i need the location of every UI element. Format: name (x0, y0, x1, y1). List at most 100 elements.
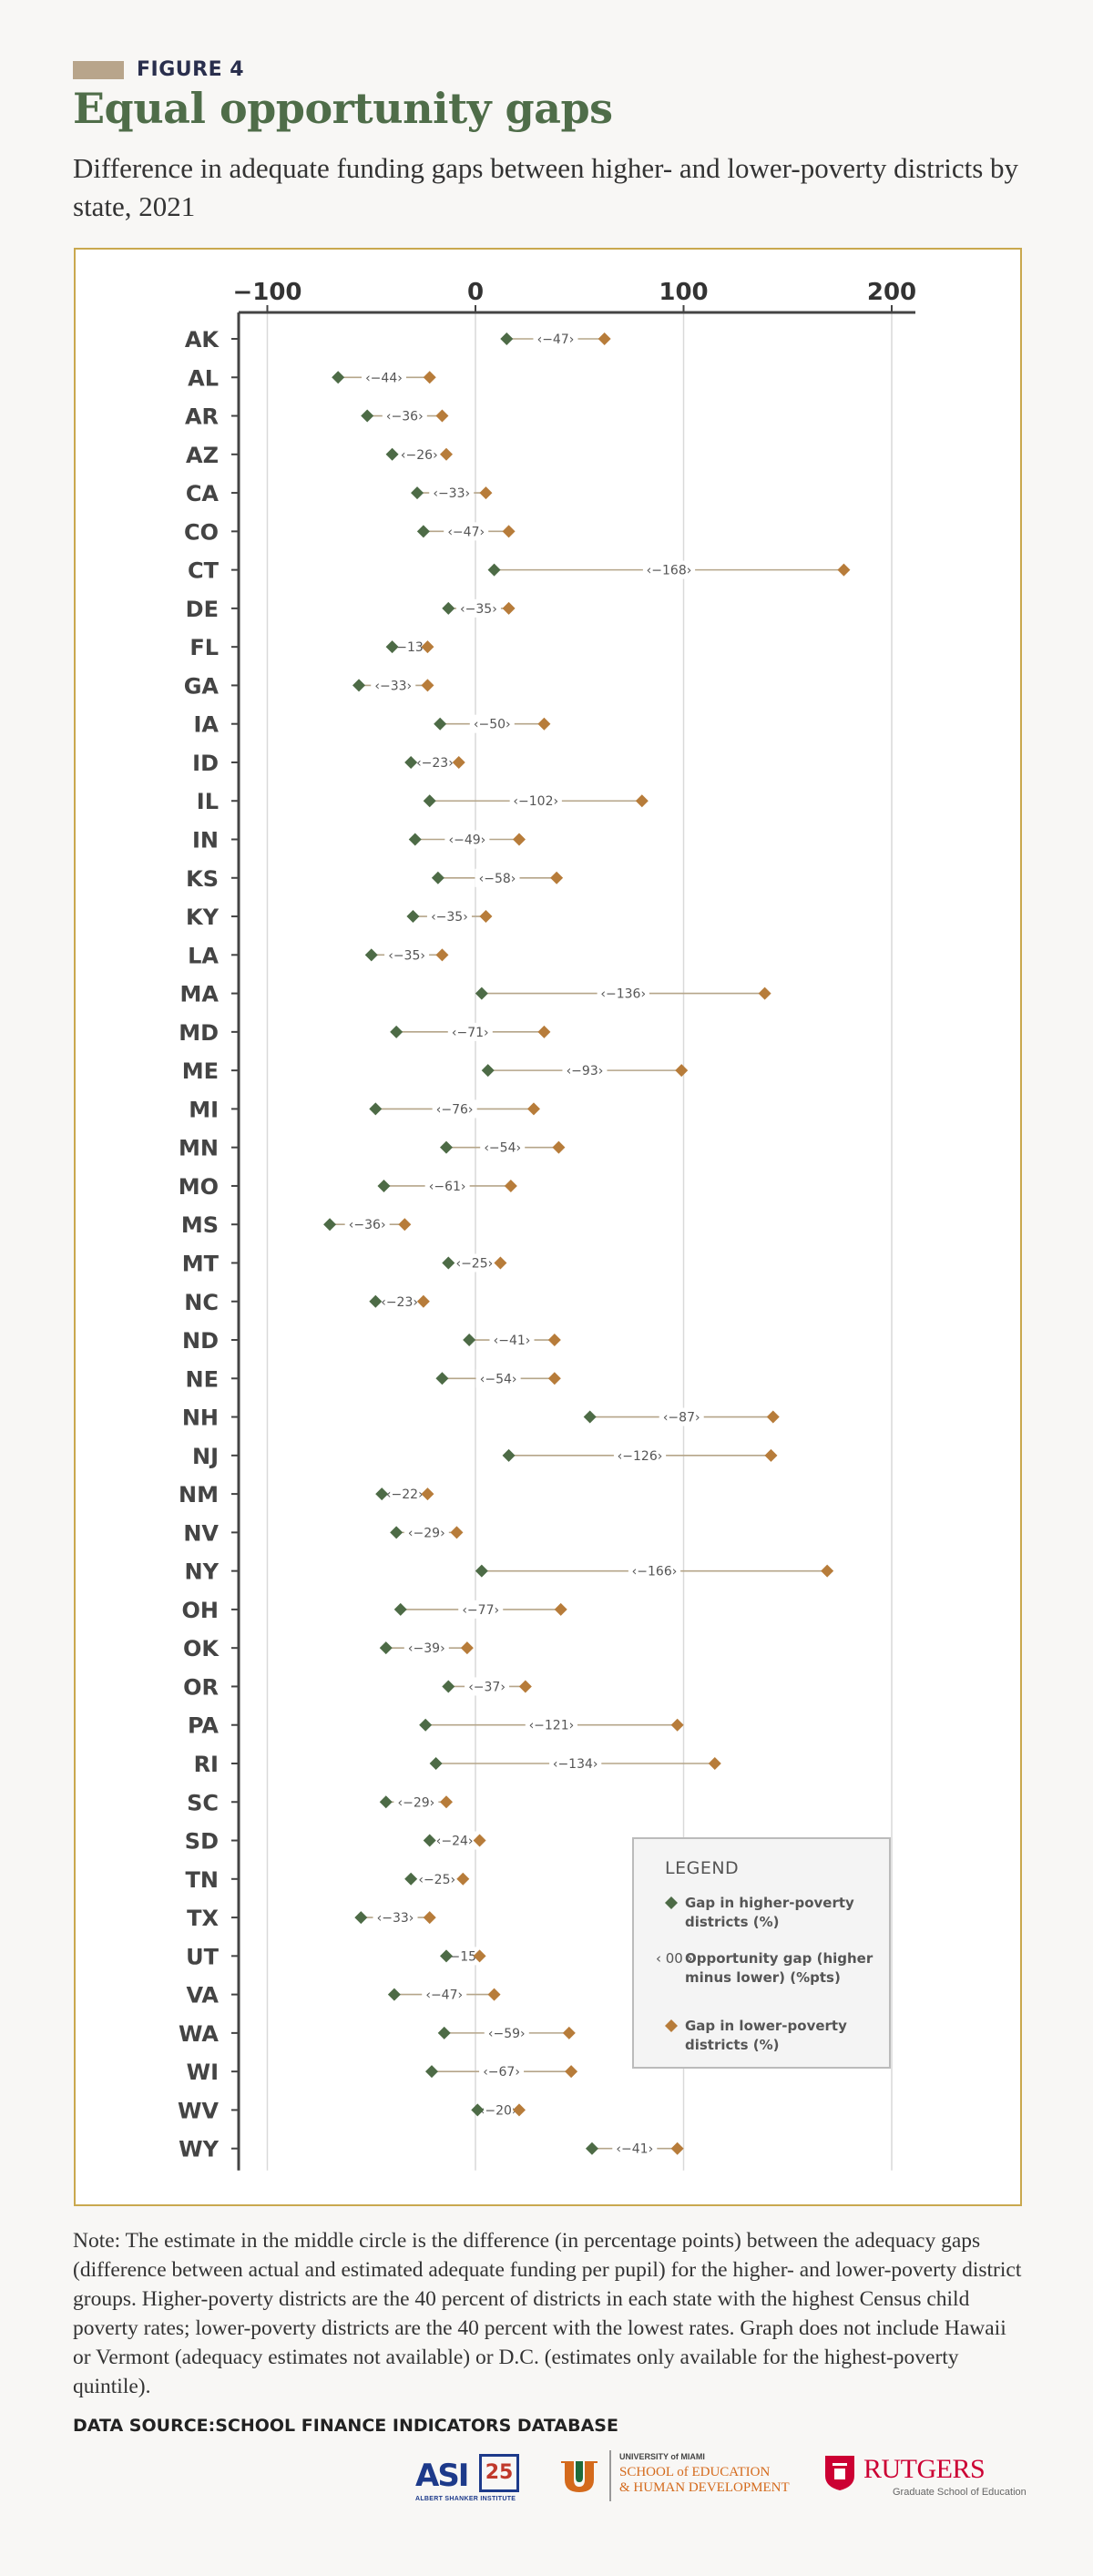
gap-label-bg (549, 1753, 602, 1773)
higher-poverty-point (442, 601, 455, 615)
higher-poverty-point (440, 1949, 454, 1963)
gap-label-bg (396, 445, 442, 464)
lower-poverty-point (512, 2103, 526, 2117)
state-label: WY (179, 2137, 219, 2162)
state-label: NH (182, 1406, 219, 1431)
state-label: WI (187, 2060, 219, 2085)
higher-poverty-point (375, 1487, 389, 1501)
lower-poverty-point (502, 525, 516, 538)
state-label: ID (192, 751, 219, 776)
higher-poverty-point (332, 371, 345, 384)
gap-label: ‹−102› (513, 794, 558, 809)
gap-label: ‹−58› (479, 872, 516, 886)
state-label: IL (197, 789, 219, 814)
lower-poverty-point (421, 1487, 434, 1501)
gap-label-bg (426, 907, 472, 926)
asi-anniversary-number: 25 (479, 2454, 519, 2492)
gap-label-bg (371, 676, 416, 695)
gap-label-bg (642, 560, 696, 579)
state-label: ND (182, 1328, 219, 1354)
higher-poverty-point (385, 447, 399, 461)
gap-label-bg (344, 1215, 390, 1234)
higher-poverty-point (411, 486, 424, 500)
higher-poverty-point (387, 1988, 401, 2001)
higher-poverty-point (408, 833, 422, 846)
lower-poverty-point (675, 1064, 689, 1078)
state-label: OH (182, 1598, 220, 1623)
gap-label: ‹−54› (484, 1141, 521, 1156)
lower-poverty-point (758, 986, 771, 1000)
gap-label-bg (613, 1446, 667, 1465)
lower-poverty-point (487, 1988, 501, 2001)
higher-poverty-point (406, 910, 420, 924)
higher-poverty-point (425, 2065, 439, 2079)
higher-poverty-point (429, 1756, 443, 1770)
gap-label: ‹−76› (436, 1102, 474, 1117)
lower-poverty-point (494, 1256, 507, 1270)
legend-lower-label: Gap in lower-poverty districts (%) (685, 2018, 847, 2053)
rutgers-subtitle: Graduate School of Education (893, 2487, 1027, 2498)
higher-poverty-point (435, 1372, 449, 1385)
gap-label-bg (412, 752, 457, 772)
higher-poverty-point (393, 1602, 407, 1616)
state-label: KY (186, 905, 220, 930)
rutgers-logo[interactable]: RUTGERS Graduate School of Education (820, 2450, 1038, 2514)
lower-poverty-point (552, 1140, 566, 1154)
state-label: CA (186, 481, 220, 506)
higher-poverty-point (379, 1795, 393, 1809)
state-label: SD (185, 1829, 219, 1855)
state-label: MO (179, 1174, 219, 1200)
higher-poverty-point (404, 755, 418, 769)
gap-label: ‹−33› (374, 679, 412, 693)
gap-label-bg (432, 1099, 477, 1119)
gap-label: ‹−49› (448, 833, 485, 848)
state-label: MA (180, 982, 220, 1007)
gap-label-bg (475, 2101, 521, 2120)
gap-label-bg (422, 1985, 467, 2004)
state-label: DE (186, 597, 219, 622)
miami-school-label: SCHOOL of EDUCATION & HUMAN DEVELOPMENT (619, 2465, 790, 2496)
state-label: AZ (186, 443, 219, 468)
gap-label-bg (440, 1947, 485, 1966)
miami-u-icon (561, 2461, 598, 2492)
higher-poverty-point (502, 1448, 516, 1462)
higher-poverty-point (471, 2103, 485, 2117)
asi-logo[interactable]: ASI 25 ALBERT SHANKER INSTITUTE (415, 2450, 525, 2514)
gap-label: ‹−41› (616, 2142, 653, 2157)
gap-label-bg (475, 1369, 521, 1388)
state-label: IN (192, 828, 219, 854)
miami-divider (609, 2450, 611, 2501)
gap-label-bg (424, 1176, 470, 1195)
gap-label: ‹−22› (386, 1487, 424, 1502)
higher-poverty-point (361, 409, 374, 423)
higher-poverty-point (442, 1256, 455, 1270)
higher-poverty-point (423, 1834, 436, 1847)
gap-label-bg (382, 406, 427, 425)
state-label: NM (179, 1482, 219, 1508)
gap-label: ‹−121› (529, 1719, 575, 1733)
gap-label: ‹−24› (436, 1835, 474, 1849)
lower-poverty-point (537, 1025, 551, 1038)
university-of-miami-logo[interactable]: UNIVERSITY of MIAMI SCHOOL of EDUCATION … (559, 2450, 805, 2514)
state-label: NJ (192, 1444, 219, 1469)
lower-poverty-point (512, 833, 526, 846)
legend-title: LEGEND (665, 1858, 739, 1878)
state-label: TX (187, 1906, 219, 1931)
lower-poverty-point (562, 2026, 576, 2039)
lower-poverty-point (398, 1218, 412, 1232)
lower-poverty-point (456, 1872, 470, 1886)
gap-label-bg (484, 2023, 529, 2042)
higher-poverty-point (440, 1140, 454, 1154)
gap-label: ‹−23› (381, 1295, 418, 1310)
state-label: SC (187, 1790, 219, 1815)
gap-label: ‹−35› (388, 948, 425, 963)
gap-label-bg (628, 1561, 681, 1580)
lower-poverty-point (598, 332, 611, 345)
gap-label: ‹−50› (474, 718, 511, 732)
asi-letters: ASI (415, 2458, 469, 2494)
miami-school-line2: & HUMAN DEVELOPMENT (619, 2480, 790, 2495)
higher-poverty-point (369, 1102, 383, 1116)
gap-label-bg (447, 1022, 493, 1041)
rutgers-name: RUTGERS (863, 2454, 986, 2484)
state-label: CO (184, 519, 219, 545)
